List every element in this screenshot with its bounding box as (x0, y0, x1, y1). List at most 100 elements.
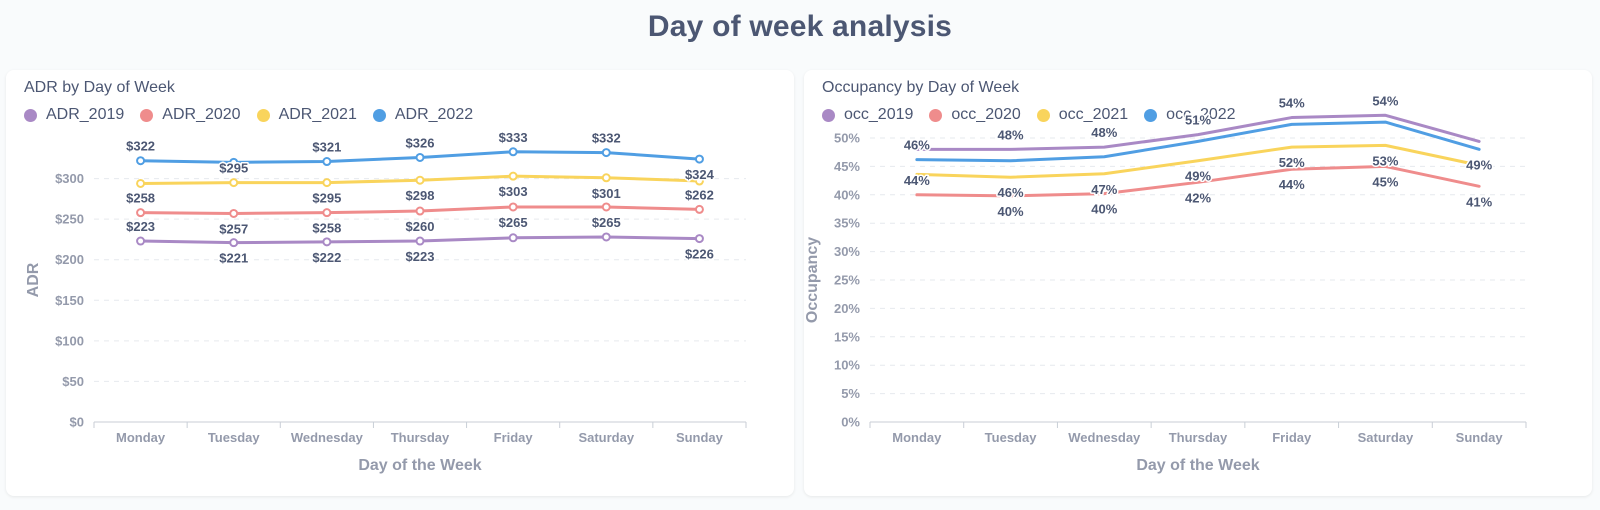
data-label: 53% (1372, 153, 1398, 168)
x-tick-label: Sunday (676, 430, 724, 445)
data-label: 47% (1091, 182, 1117, 197)
legend-label: ADR_2022 (394, 106, 474, 123)
y-tick-label: 45% (834, 159, 860, 174)
data-point (415, 175, 425, 185)
data-label: 46% (998, 185, 1024, 200)
x-tick-label: Thursday (391, 430, 450, 445)
legend-dot (822, 108, 835, 122)
data-point (322, 237, 332, 247)
data-label: 42% (1185, 190, 1211, 205)
data-point (415, 236, 425, 246)
legend-item-occ-2020[interactable]: occ_2020 (929, 106, 1021, 124)
adr-chart-card: ADR by Day of Week ADR_2019 ADR_2020 ADR… (6, 70, 794, 496)
data-label: $303 (499, 184, 528, 199)
y-tick-label: $100 (55, 333, 84, 348)
y-tick-label: $300 (55, 171, 84, 186)
data-point (136, 236, 146, 246)
y-tick-label: 20% (834, 301, 860, 316)
data-label: $326 (406, 135, 435, 150)
legend-item-occ-2019[interactable]: occ_2019 (822, 106, 913, 124)
x-tick-label: Sunday (1456, 430, 1504, 445)
legend-label: ADR_2020 (162, 106, 241, 123)
data-point (136, 178, 146, 188)
data-label: $295 (312, 191, 341, 206)
data-point (508, 171, 518, 181)
data-point (229, 208, 239, 218)
data-label: 45% (1372, 174, 1398, 189)
chart-title: Occupancy by Day of Week (822, 79, 1020, 96)
y-tick-label: $250 (55, 212, 84, 227)
data-label: $332 (592, 131, 621, 146)
data-label: $262 (685, 187, 714, 202)
legend-item-adr-2021[interactable]: ADR_2021 (256, 106, 357, 124)
data-point (415, 206, 425, 216)
y-tick-label: $0 (70, 415, 84, 430)
legend-dot (929, 108, 943, 122)
legend-item-occ-2022[interactable]: occ_2022 (1144, 106, 1236, 124)
legend-dot (24, 108, 37, 122)
data-label: 44% (1279, 177, 1305, 192)
data-label: $301 (592, 186, 621, 201)
legend-dot (1036, 108, 1050, 122)
data-point (322, 157, 332, 167)
data-point (229, 178, 239, 188)
x-tick-label: Tuesday (208, 430, 261, 445)
data-label: $265 (499, 215, 528, 230)
chart-legend: occ_2019 occ_2020 occ_2021 occ_2022 (822, 106, 1236, 124)
data-label: $228 (592, 215, 621, 230)
data-point (229, 157, 239, 167)
data-label: $257 (219, 221, 248, 236)
legend-label: ADR_2021 (278, 106, 357, 123)
data-label: $298 (406, 188, 435, 203)
x-tick-label: Wednesday (1068, 430, 1141, 445)
data-point (322, 208, 332, 218)
data-label: $260 (406, 219, 435, 234)
data-label: $258 (312, 221, 341, 236)
data-point (322, 178, 332, 188)
data-label: $324 (685, 167, 715, 182)
y-tick-label: $150 (55, 293, 84, 308)
series-line-occ-2019 (915, 113, 1481, 151)
legend-label: occ_2022 (1166, 106, 1236, 123)
legend-item-adr-2020[interactable]: ADR_2020 (140, 106, 241, 124)
data-label: 52% (1279, 155, 1305, 170)
legend-item-occ-2021[interactable]: occ_2021 (1036, 106, 1128, 124)
legend-item-adr-2019[interactable]: ADR_2019 (24, 106, 124, 124)
data-point (136, 208, 146, 218)
data-label: 49% (1185, 169, 1211, 184)
legend-dot (1144, 108, 1158, 122)
occupancy-chart-card: Occupancy by Day of Week occ_2019 occ_20… (804, 70, 1592, 496)
data-label: 48% (1091, 125, 1117, 140)
data-point (229, 238, 239, 248)
page-title: Day of week analysis (647, 10, 953, 43)
x-tick-label: Tuesday (985, 430, 1038, 445)
legend-item-adr-2022[interactable]: ADR_2022 (372, 106, 474, 124)
data-label: 54% (1279, 96, 1305, 111)
legend-dot (372, 108, 386, 122)
legend-label: ADR_2019 (46, 106, 125, 123)
data-point (694, 176, 704, 186)
x-axis-title: Day of the Week (358, 457, 481, 474)
chart-legend: ADR_2019 ADR_2020 ADR_2021 ADR_2022 (24, 106, 473, 124)
data-label: $333 (499, 130, 528, 145)
data-point (508, 147, 518, 157)
data-label: 40% (1091, 202, 1117, 217)
y-axis-title: Occupancy (804, 237, 821, 323)
x-tick-label: Saturday (1358, 430, 1414, 445)
chart-title: ADR by Day of Week (24, 79, 175, 96)
occupancy-line-chart: 0% 5% 10% 15% 20% 25% 30% 35% 40% 45% 50% Monday Tue… (804, 92, 1527, 474)
data-label: 41% (1466, 194, 1492, 209)
data-label: $265 (592, 215, 621, 230)
data-label: 40% (998, 204, 1024, 219)
data-label: $221 (219, 251, 248, 266)
series-line-occ-2021 (915, 143, 1481, 179)
data-label: $295 (219, 161, 248, 176)
x-tick-label: Monday (892, 430, 942, 445)
x-axis-title: Day of the Week (1136, 457, 1259, 474)
data-point (508, 233, 518, 243)
data-point (601, 148, 611, 158)
y-tick-label: 0% (841, 415, 860, 430)
data-point (508, 202, 518, 212)
data-label: 44% (904, 173, 930, 188)
data-label: $321 (312, 140, 341, 155)
